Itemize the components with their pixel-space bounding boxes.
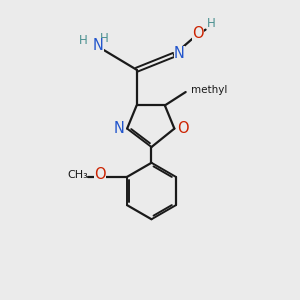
Text: O: O (177, 121, 188, 136)
Text: N: N (113, 121, 124, 136)
Text: O: O (94, 167, 106, 182)
Text: methyl: methyl (191, 85, 227, 95)
Text: CH₃: CH₃ (67, 170, 88, 180)
Text: O: O (192, 26, 203, 41)
Text: N: N (92, 38, 104, 53)
Text: H: H (100, 32, 108, 45)
Text: N: N (174, 46, 184, 61)
Text: H: H (79, 34, 88, 47)
Text: H: H (207, 17, 216, 30)
